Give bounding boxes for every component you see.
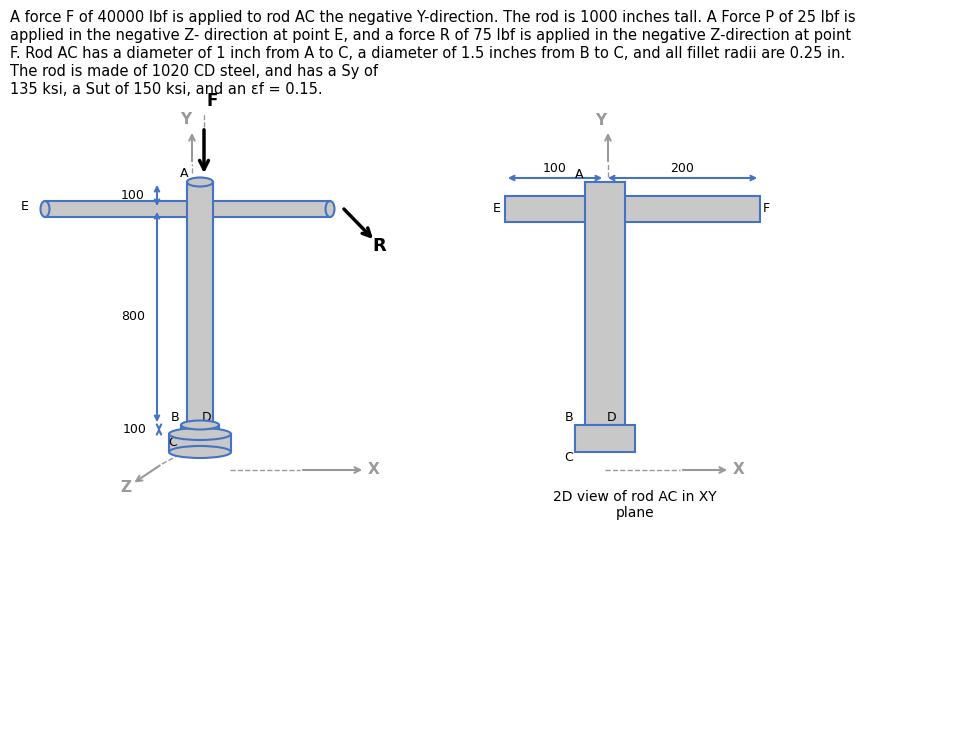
Ellipse shape [187,177,213,186]
Text: Y: Y [180,112,191,127]
Text: F: F [206,92,218,110]
Ellipse shape [169,446,231,458]
Text: E: E [493,202,501,216]
Text: 200: 200 [670,162,693,175]
Bar [187,182,213,425]
Text: applied in the negative Z- direction at point E, and a force R of 75 lbf is appl: applied in the negative Z- direction at … [10,28,850,43]
Text: A force F of 40000 lbf is applied to rod AC the negative Y-direction. The rod is: A force F of 40000 lbf is applied to rod… [10,10,855,25]
Text: 800: 800 [121,311,145,323]
Text: F. Rod AC has a diameter of 1 inch from A to C, a diameter of 1.5 inches from B : F. Rod AC has a diameter of 1 inch from … [10,46,844,61]
Bar [574,425,635,452]
Text: 100: 100 [121,189,145,202]
Text: B: B [170,411,179,424]
Text: X: X [368,462,379,477]
Text: D: D [606,411,616,424]
Text: X: X [733,462,744,477]
Bar [505,196,759,222]
Text: A: A [574,168,583,181]
Text: 100: 100 [123,423,147,436]
Text: C: C [563,451,572,464]
Text: 100: 100 [543,162,566,175]
Text: Z: Z [120,480,131,495]
Bar [200,201,330,217]
Text: E: E [22,201,29,214]
Text: The rod is made of 1020 CD steel, and has a Sy of: The rod is made of 1020 CD steel, and ha… [10,64,378,79]
Text: 2D view of rod AC in XY: 2D view of rod AC in XY [553,490,716,504]
Bar [585,182,624,425]
Bar [45,201,200,217]
Text: 135 ksi, a Sut of 150 ksi, and an εf = 0.15.: 135 ksi, a Sut of 150 ksi, and an εf = 0… [10,82,323,97]
Text: R: R [372,237,385,255]
Text: B: B [563,411,572,424]
Text: D: D [201,411,211,424]
Text: C: C [168,436,177,449]
Bar [181,425,219,443]
Bar [169,434,231,452]
Text: F: F [762,202,770,216]
Text: plane: plane [615,506,653,520]
Ellipse shape [40,201,50,217]
Text: Y: Y [595,113,605,128]
Ellipse shape [325,201,334,217]
Text: A: A [179,167,188,180]
Ellipse shape [181,420,219,429]
Ellipse shape [169,428,231,440]
